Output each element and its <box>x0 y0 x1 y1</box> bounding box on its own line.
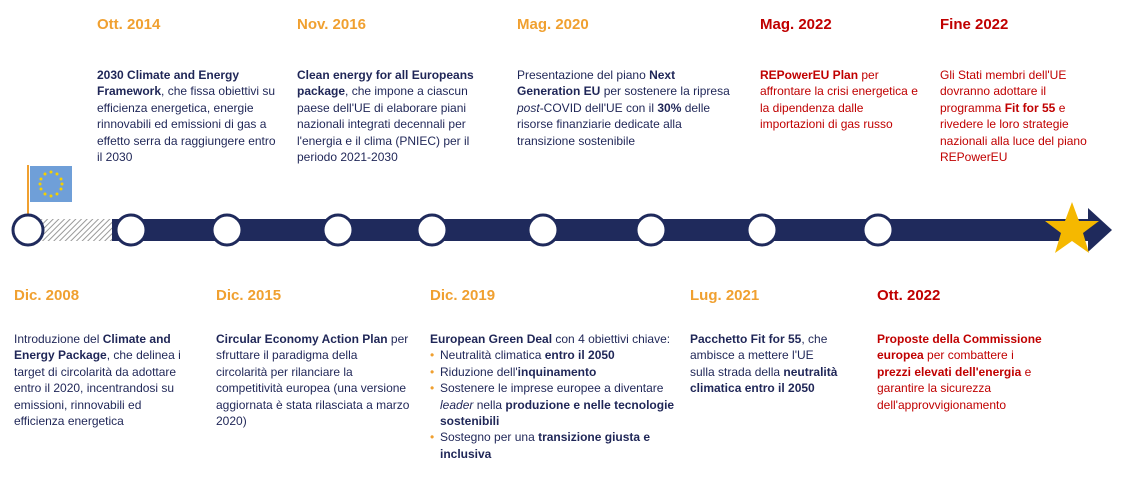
description-text: REPowerEU Plan per affrontare la crisi e… <box>760 67 918 133</box>
event-description: European Green Deal con 4 obiettivi chia… <box>430 331 685 462</box>
text-segment: Sostenere le imprese europee a diventare <box>440 381 664 396</box>
description-text: Presentazione del piano Next Generation … <box>517 67 732 149</box>
event-date: Dic. 2019 <box>430 287 496 304</box>
flag-stars <box>38 170 64 198</box>
bullet-item: Sostegno per una transizione giusta e in… <box>430 429 685 462</box>
event-description: Gli Stati membri dell'UE dovranno adotta… <box>940 67 1092 165</box>
text-segment: prezzi elevati dell'energia <box>877 364 1022 379</box>
arrow-head <box>1088 208 1112 252</box>
text-segment: Pacchetto Fit for 55 <box>690 332 802 346</box>
milestones <box>11 213 895 247</box>
text-segment: Fit for 55 <box>1004 100 1056 115</box>
event-date: Ott. 2022 <box>877 287 941 304</box>
event-date: Lug. 2021 <box>690 287 760 304</box>
text-segment: Presentazione del piano <box>517 68 650 82</box>
text-segment: inquinamento <box>517 364 597 379</box>
description-text: Introduzione del Climate and Energy Pack… <box>14 331 192 429</box>
event-description: REPowerEU Plan per affrontare la crisi e… <box>760 67 918 133</box>
bullet-list: Neutralità climatica entro il 2050Riduzi… <box>430 347 685 462</box>
description-text: Pacchetto Fit for 55, che ambisce a mett… <box>690 331 838 397</box>
description-text: Circular Economy Action Plan per sfrutta… <box>216 331 412 429</box>
description-text: European Green Deal con 4 obiettivi chia… <box>430 331 685 347</box>
event-description: Clean energy for all Europeans package, … <box>297 67 489 165</box>
text-segment: 2030 Climate and Energy Framework <box>97 68 240 99</box>
hatched-segment <box>40 219 112 241</box>
star <box>1045 202 1099 253</box>
event-description: Presentazione del piano Next Generation … <box>517 67 732 149</box>
text-segment: -COVID dell'UE con il <box>539 100 658 115</box>
text-segment: , che fissa obiettivi su efficienza ener… <box>97 84 276 165</box>
text-segment: per sostenere la ripresa <box>600 84 730 99</box>
event-date: Mag. 2020 <box>517 16 589 33</box>
event-date: Fine 2022 <box>940 16 1009 33</box>
text-segment: post <box>517 100 540 115</box>
text-segment: entro il 2050 <box>544 348 615 363</box>
text-segment: produzione e nelle tecnologie sostenibil… <box>440 397 675 429</box>
timeline-bar <box>112 219 1092 241</box>
text-segment: e garantire la sicurezza dell'approvvigi… <box>877 364 1032 412</box>
text-segment: 30% <box>657 100 682 115</box>
text-segment: REPowerEU Plan <box>760 68 859 82</box>
event-description: Introduzione del Climate and Energy Pack… <box>14 331 192 429</box>
text-segment: , che delinea i target di circolarità da… <box>14 348 181 429</box>
text-segment: delle risorse finanziarie dedicate alla … <box>517 100 711 148</box>
event-description: 2030 Climate and Energy Framework, che f… <box>97 67 282 165</box>
event-date: Dic. 2015 <box>216 287 282 304</box>
event-description: Proposte della Commissione europea per c… <box>877 331 1042 413</box>
text-segment: per affrontare la crisi energetica e la … <box>760 68 918 132</box>
bullet-item: Neutralità climatica entro il 2050 <box>430 347 685 364</box>
text-segment: per combattere i <box>923 348 1014 363</box>
text-segment: Proposte della Commissione europea <box>877 332 1042 363</box>
text-segment: Sostegno per una <box>440 430 539 445</box>
text-segment: neutralità climatica entro il 2050 <box>690 364 838 396</box>
event-date: Ott. 2014 <box>97 16 161 33</box>
text-segment: Next Generation EU <box>517 68 676 99</box>
description-text: Gli Stati membri dell'UE dovranno adotta… <box>940 67 1092 165</box>
text-segment: leader <box>440 397 474 412</box>
text-segment: transizione giusta e inclusiva <box>440 430 651 461</box>
text-segment: con 4 obiettivi chiave: <box>552 332 671 346</box>
description-text: 2030 Climate and Energy Framework, che f… <box>97 67 282 165</box>
text-segment: , che ambisce a mettere l'UE sulla strad… <box>690 332 828 379</box>
text-segment: Climate and Energy Package <box>14 332 171 363</box>
text-segment: European Green Deal <box>430 332 553 346</box>
text-segment: Clean energy for all Europeans package <box>297 68 474 99</box>
text-segment: , che impone a ciascun paese dell'UE di … <box>297 84 470 165</box>
description-text: Clean energy for all Europeans package, … <box>297 67 489 165</box>
text-segment: per sfruttare il paradigma della circola… <box>216 332 410 429</box>
event-description: Pacchetto Fit for 55, che ambisce a mett… <box>690 331 838 397</box>
text-segment: Gli Stati membri dell'UE dovranno adotta… <box>940 68 1067 115</box>
event-date: Nov. 2016 <box>297 16 366 33</box>
text-segment: Neutralità climatica <box>440 348 545 363</box>
text-segment: Circular Economy Action Plan <box>216 332 388 346</box>
bullet-item: Riduzione dell'inquinamento <box>430 364 685 381</box>
description-text: Proposte della Commissione europea per c… <box>877 331 1042 413</box>
event-date: Dic. 2008 <box>14 287 80 304</box>
text-segment: Introduzione del <box>14 332 103 346</box>
text-segment: e rivedere le loro strategie nazionali a… <box>940 100 1087 165</box>
event-description: Circular Economy Action Plan per sfrutta… <box>216 331 412 429</box>
text-segment: nella <box>473 397 506 412</box>
bullet-item: Sostenere le imprese europee a diventare… <box>430 380 685 429</box>
event-date: Mag. 2022 <box>760 16 832 33</box>
text-segment: Riduzione dell' <box>440 364 518 379</box>
